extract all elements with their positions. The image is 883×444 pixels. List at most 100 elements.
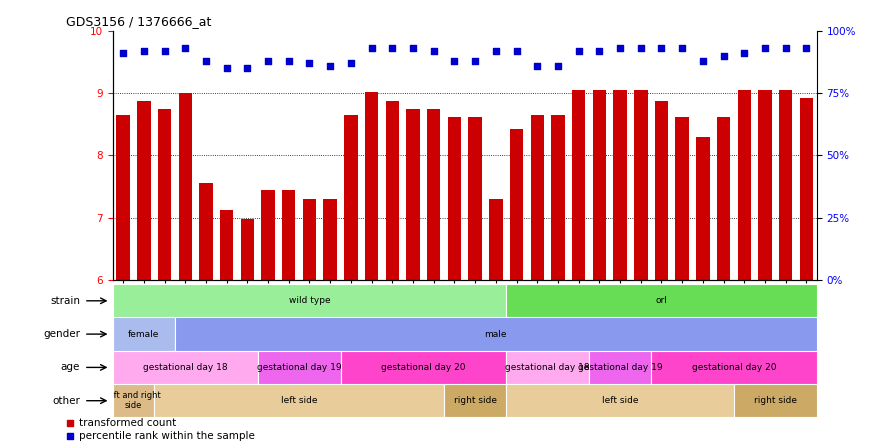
Text: gestational day 20: gestational day 20 [381, 363, 465, 372]
Bar [509, 129, 524, 280]
Bar [117, 115, 130, 280]
Point [385, 45, 399, 52]
Point [137, 48, 151, 55]
Point [489, 48, 503, 55]
Point [758, 45, 772, 52]
Point [779, 45, 793, 52]
Text: other: other [52, 396, 80, 406]
Point [530, 62, 544, 69]
Point [365, 45, 379, 52]
Text: age: age [61, 362, 80, 373]
Bar [344, 115, 358, 280]
Text: female: female [128, 329, 160, 339]
Bar [113, 317, 175, 351]
Point [240, 65, 254, 72]
Point [343, 60, 358, 67]
Text: gender: gender [43, 329, 80, 339]
Bar [592, 90, 606, 280]
Text: wild type: wild type [289, 296, 330, 305]
Point [178, 45, 192, 52]
Bar [734, 384, 817, 417]
Point [613, 45, 627, 52]
Bar [155, 384, 444, 417]
Point [426, 48, 441, 55]
Bar [303, 199, 316, 280]
Bar [444, 384, 506, 417]
Text: gestational day 20: gestational day 20 [691, 363, 776, 372]
Bar [572, 90, 585, 280]
Point [199, 57, 213, 64]
Text: gestational day 19: gestational day 19 [257, 363, 342, 372]
Bar [406, 109, 419, 280]
Bar [323, 199, 337, 280]
Bar [614, 90, 627, 280]
Bar [489, 199, 502, 280]
Bar [220, 210, 233, 280]
Text: right side: right side [454, 396, 496, 405]
Bar [200, 183, 213, 280]
Text: strain: strain [50, 296, 80, 306]
Point [675, 45, 690, 52]
Bar [779, 90, 792, 280]
Bar [468, 117, 482, 280]
Point [592, 48, 607, 55]
Point [406, 45, 420, 52]
Bar [506, 384, 734, 417]
Point [634, 45, 648, 52]
Point [220, 65, 234, 72]
Point [799, 45, 813, 52]
Bar [427, 109, 441, 280]
Bar [341, 351, 506, 384]
Bar [113, 384, 155, 417]
Bar [448, 117, 461, 280]
Bar [506, 351, 589, 384]
Point [737, 50, 751, 57]
Bar [365, 92, 378, 280]
Point [116, 50, 130, 57]
Point [282, 57, 296, 64]
Point [716, 52, 730, 59]
Point [261, 57, 275, 64]
Point [302, 60, 316, 67]
Text: GDS3156 / 1376666_at: GDS3156 / 1376666_at [66, 16, 212, 28]
Bar [386, 101, 399, 280]
Bar [241, 219, 254, 280]
Bar [282, 190, 296, 280]
Text: gestational day 19: gestational day 19 [577, 363, 662, 372]
Bar [261, 190, 275, 280]
Point [63, 420, 77, 427]
Bar [655, 101, 668, 280]
Bar [531, 115, 544, 280]
Text: male: male [485, 329, 507, 339]
Bar [675, 117, 689, 280]
Text: left side: left side [281, 396, 317, 405]
Bar [717, 117, 730, 280]
Bar [634, 90, 647, 280]
Point [571, 48, 585, 55]
Bar [506, 284, 817, 317]
Point [63, 432, 77, 439]
Bar [113, 284, 506, 317]
Bar [137, 101, 150, 280]
Text: gestational day 18: gestational day 18 [505, 363, 590, 372]
Bar [113, 351, 258, 384]
Text: gestational day 18: gestational day 18 [143, 363, 228, 372]
Point [654, 45, 668, 52]
Point [323, 62, 337, 69]
Bar [178, 93, 192, 280]
Bar [158, 109, 171, 280]
Text: transformed count: transformed count [79, 418, 176, 428]
Text: left and right
side: left and right side [106, 391, 161, 410]
Bar [696, 137, 710, 280]
Point [448, 57, 462, 64]
Point [509, 48, 524, 55]
Bar [800, 98, 813, 280]
Text: left side: left side [602, 396, 638, 405]
Bar [651, 351, 817, 384]
Text: percentile rank within the sample: percentile rank within the sample [79, 431, 254, 441]
Bar [758, 90, 772, 280]
Point [468, 57, 482, 64]
Bar [589, 351, 651, 384]
Text: orl: orl [655, 296, 668, 305]
Bar [258, 351, 341, 384]
